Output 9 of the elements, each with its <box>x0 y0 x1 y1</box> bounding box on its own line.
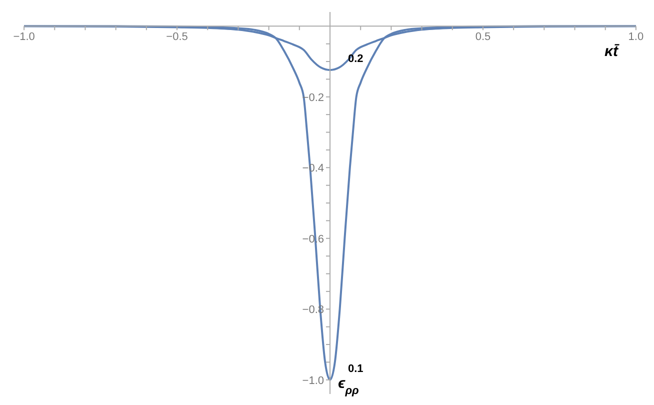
x-axis-title: κt̄ <box>604 43 620 60</box>
x-tick-label: −1.0 <box>13 30 35 43</box>
x-tick-label: 0.5 <box>475 30 491 43</box>
y-tick-label: −1.0 <box>302 374 324 387</box>
x-tick-label: −0.5 <box>166 30 188 43</box>
series-label: 0.2 <box>348 53 364 66</box>
series-label: 0.1 <box>348 362 364 375</box>
y-axis-title: ϵ$_{ρρ}$ <box>338 375 359 397</box>
x-tick-label: 1.0 <box>628 30 644 43</box>
